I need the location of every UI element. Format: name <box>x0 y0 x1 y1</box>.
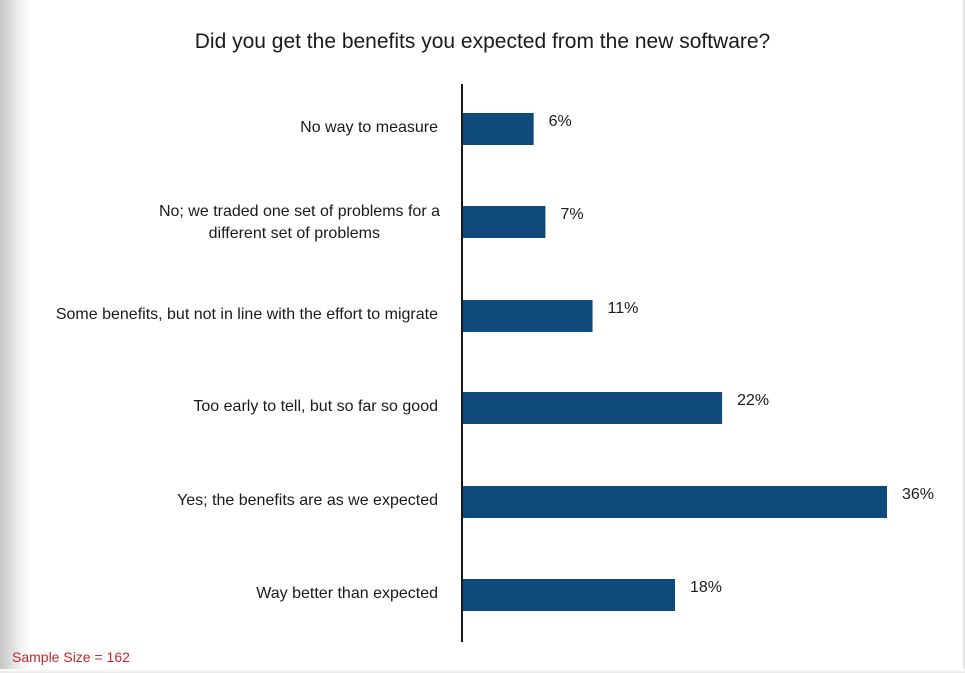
value-label-1: 6% <box>549 113 572 130</box>
bottom-shade <box>0 669 965 673</box>
bar-1 <box>463 113 534 145</box>
sample-size-footnote: Sample Size = 162 <box>12 649 130 665</box>
category-label-1: No way to measure <box>300 119 438 136</box>
left-shade <box>0 0 30 673</box>
value-label-2: 7% <box>560 206 583 223</box>
category-labels-group: No way to measure No; we traded one set o… <box>56 119 440 602</box>
bar-6 <box>463 579 675 611</box>
category-label-4: Too early to tell, but so far so good <box>193 398 438 415</box>
bars-group <box>463 113 887 611</box>
bar-4 <box>463 392 723 424</box>
category-label-2-line-1: No; we traded one set of problems for a <box>159 203 440 220</box>
chart-title: Did you get the benefits you expected fr… <box>194 30 771 53</box>
category-label-2-line-2: different set of problems <box>209 225 380 242</box>
value-label-5: 36% <box>902 486 934 503</box>
right-edge <box>963 0 965 673</box>
category-label-5: Yes; the benefits are as we expected <box>177 492 438 509</box>
value-label-6: 18% <box>690 579 722 596</box>
bar-5 <box>463 486 887 518</box>
category-label-6: Way better than expected <box>256 585 438 602</box>
value-label-3: 11% <box>608 300 639 317</box>
value-label-4: 22% <box>737 392 769 409</box>
bar-3 <box>463 300 593 332</box>
value-labels-group: 6% 7% 11% 22% 36% 18% <box>549 113 934 596</box>
category-label-3: Some benefits, but not in line with the … <box>56 306 438 323</box>
bar-2 <box>463 206 546 238</box>
